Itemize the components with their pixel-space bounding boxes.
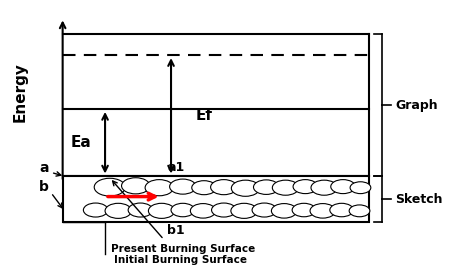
Circle shape (171, 203, 195, 217)
Text: a: a (39, 161, 48, 175)
Circle shape (331, 180, 356, 194)
Text: Graph: Graph (395, 98, 438, 112)
Circle shape (350, 182, 371, 194)
Circle shape (311, 180, 337, 195)
Circle shape (310, 203, 336, 218)
Text: Sketch: Sketch (395, 193, 443, 206)
Circle shape (272, 203, 297, 218)
Text: b1: b1 (167, 224, 184, 237)
Text: Initial Burning Surface: Initial Burning Surface (114, 255, 247, 265)
Circle shape (94, 178, 125, 196)
Circle shape (231, 180, 260, 196)
Circle shape (349, 205, 370, 217)
Text: Present Burning Surface: Present Burning Surface (111, 244, 255, 254)
Text: Ea: Ea (71, 135, 92, 150)
Circle shape (252, 203, 277, 217)
Circle shape (105, 203, 131, 218)
Circle shape (170, 179, 196, 194)
Circle shape (254, 180, 279, 194)
Circle shape (211, 203, 236, 217)
Circle shape (148, 203, 175, 218)
Circle shape (128, 203, 153, 217)
Text: Ef: Ef (195, 108, 212, 123)
Text: Energy: Energy (13, 62, 28, 122)
Circle shape (330, 203, 354, 217)
Circle shape (145, 180, 173, 196)
Circle shape (192, 181, 216, 195)
Text: a1: a1 (167, 161, 184, 174)
Circle shape (121, 178, 150, 194)
Circle shape (293, 180, 318, 194)
Circle shape (191, 203, 216, 218)
Circle shape (210, 180, 237, 195)
Circle shape (231, 203, 257, 218)
Bar (63, 176, 369, 222)
Circle shape (273, 180, 299, 195)
Circle shape (292, 203, 316, 217)
Circle shape (83, 203, 108, 217)
Text: b: b (39, 180, 48, 194)
